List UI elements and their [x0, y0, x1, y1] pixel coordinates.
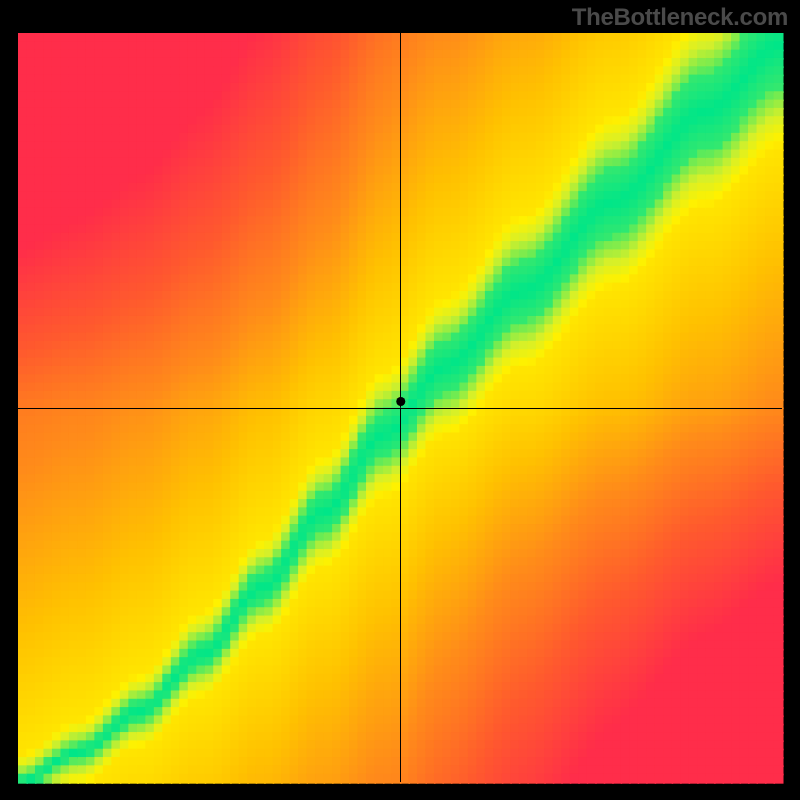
watermark-text: TheBottleneck.com [572, 4, 788, 32]
bottleneck-heatmap [0, 0, 800, 800]
